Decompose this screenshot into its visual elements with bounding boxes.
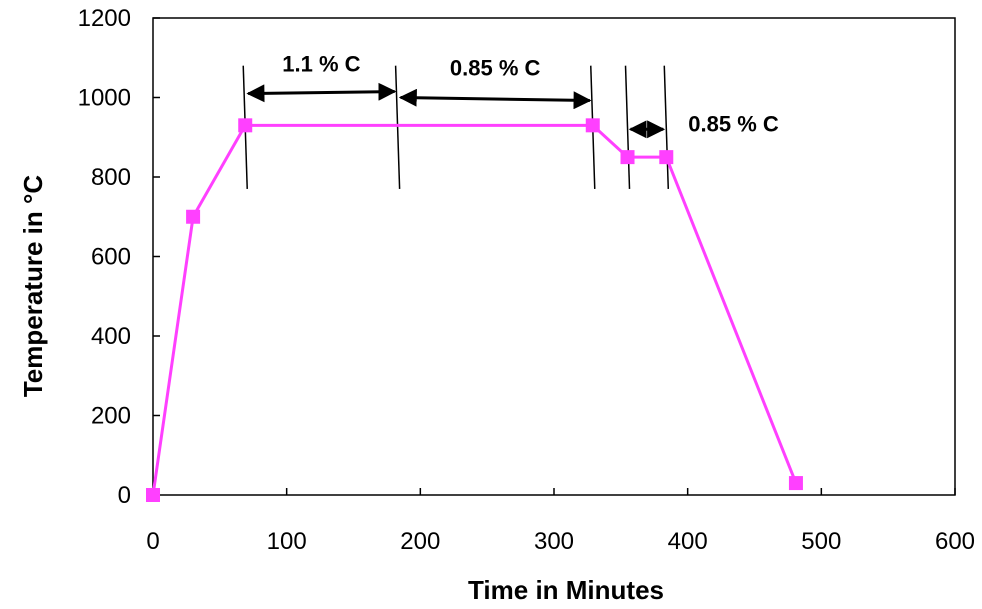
data-point-marker [585,118,600,133]
phase-boundary-line [394,65,401,189]
x-tick-label: 100 [267,528,307,555]
x-tick-label: 200 [400,528,440,555]
x-tick-label: 600 [935,528,975,555]
x-axis-label: Time in Minutes [468,575,664,605]
carbon-percent-label: 1.1 % C [282,52,360,77]
data-point-marker [186,209,201,224]
series-line [151,123,798,496]
y-tick-label: 1200 [78,5,131,32]
y-tick-label: 200 [91,403,131,430]
series-layer [146,118,803,502]
phase-boundary-line [624,65,631,189]
x-tick-label: 0 [146,528,159,555]
plot-area-frame [152,17,956,496]
data-point-marker [146,488,160,502]
data-point-marker [659,150,674,165]
data-point-marker [238,118,253,133]
x-tick-label: 500 [801,528,841,555]
carbon-percent-label: 0.85 % C [688,111,779,136]
x-tick-label: 300 [534,528,574,555]
y-tick-label: 800 [91,164,131,191]
data-point-marker [620,150,635,165]
y-tick-label: 1000 [78,85,131,112]
x-tick-label: 400 [668,528,708,555]
carbon-annotations: 1.1 % C 0.85 % C 0.85 % C [242,52,779,189]
double-arrow [398,88,592,110]
double-arrow [246,82,397,103]
phase-boundary-line [663,65,670,189]
x-axis-ticks: 0 100 200 300 400 500 600 [146,488,975,555]
y-tick-label: 0 [118,482,131,509]
y-axis-label: Temperature in °C [18,175,48,398]
carbon-percent-label: 0.85 % C [450,56,541,81]
y-tick-label: 400 [91,323,131,350]
data-point-marker [788,476,803,491]
y-axis-ticks: 0 200 400 600 800 1000 1200 [78,5,160,509]
y-tick-label: 600 [91,244,131,271]
